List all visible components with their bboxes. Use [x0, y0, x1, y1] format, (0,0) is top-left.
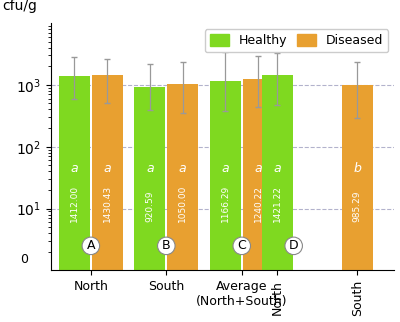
Text: b: b	[353, 162, 361, 175]
Text: a: a	[71, 162, 78, 175]
Text: a: a	[274, 162, 281, 175]
Text: a: a	[104, 162, 111, 175]
Text: a: a	[146, 162, 154, 175]
Bar	[167, 83, 198, 322]
Bar	[210, 81, 241, 322]
Bar	[92, 75, 123, 322]
Text: a: a	[179, 162, 186, 175]
Text: a: a	[254, 162, 262, 175]
Text: 1421.22: 1421.22	[273, 185, 282, 222]
Text: 0: 0	[20, 252, 28, 266]
Y-axis label: cfu/g: cfu/g	[2, 0, 38, 13]
Bar	[342, 85, 373, 322]
Bar	[134, 87, 166, 322]
Text: 985.29: 985.29	[353, 191, 362, 222]
Text: C: C	[237, 239, 246, 252]
Text: 1412.00: 1412.00	[70, 185, 79, 222]
Text: A: A	[86, 239, 95, 252]
Bar	[243, 79, 274, 322]
Text: D: D	[289, 239, 298, 252]
Bar	[59, 76, 90, 322]
Text: B: B	[162, 239, 171, 252]
Text: 920.59: 920.59	[145, 191, 154, 222]
Legend: Healthy, Diseased: Healthy, Diseased	[205, 29, 388, 52]
Bar	[262, 75, 293, 322]
Text: a: a	[222, 162, 229, 175]
Text: 1240.22: 1240.22	[254, 185, 263, 222]
Text: 1050.00: 1050.00	[178, 185, 187, 222]
Text: 1166.29: 1166.29	[221, 185, 230, 222]
Text: 1430.43: 1430.43	[103, 185, 112, 222]
